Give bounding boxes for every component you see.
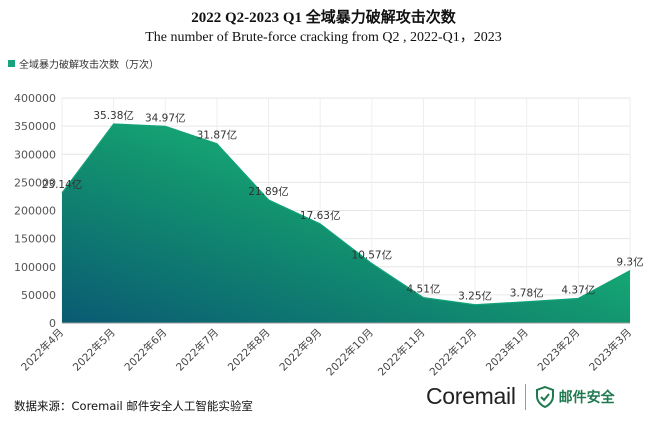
legend-label: 全域暴力破解攻击次数（万次） xyxy=(19,60,159,71)
data-label: 9.3亿 xyxy=(616,256,643,269)
chart-title: 2022 Q2-2023 Q1 全域暴力破解攻击次数 xyxy=(191,10,456,26)
x-tick-label: 2022年4月 xyxy=(18,326,66,374)
data-label: 4.37亿 xyxy=(561,283,595,296)
x-tick-label: 2022年12月 xyxy=(427,326,479,378)
x-tick-label: 2022年6月 xyxy=(122,326,170,374)
x-tick-label: 2022年5月 xyxy=(70,326,118,374)
series-line xyxy=(61,123,631,306)
x-tick-label: 2022年8月 xyxy=(225,326,273,374)
data-label: 3.78亿 xyxy=(510,287,544,300)
data-label: 35.38亿 xyxy=(93,109,134,122)
data-label: 17.63亿 xyxy=(300,209,341,222)
shield-icon xyxy=(535,385,554,408)
data-label: 31.87亿 xyxy=(197,129,238,142)
data-label: 34.97亿 xyxy=(145,111,186,124)
x-tick-label: 2023年2月 xyxy=(535,326,583,374)
y-tick-label: 150000 xyxy=(14,233,56,246)
x-tick-label: 2022年11月 xyxy=(375,326,427,378)
data-label: 21.89亿 xyxy=(248,185,289,198)
data-source-note: 数据来源：Coremail 邮件安全人工智能实验室 xyxy=(14,399,253,413)
area-fill xyxy=(62,123,630,323)
x-tick-label: 2023年3月 xyxy=(586,326,634,374)
y-tick-label: 100000 xyxy=(14,261,56,274)
chart-subtitle: The number of Brute-force cracking from … xyxy=(145,30,502,45)
brand-divider xyxy=(524,383,526,410)
brand-logo: Coremail 邮件安全 xyxy=(426,383,615,410)
y-tick-label: 50000 xyxy=(21,289,56,302)
x-tick-label: 2022年7月 xyxy=(173,326,221,374)
y-tick-label: 200000 xyxy=(14,205,56,218)
data-label: 3.25亿 xyxy=(458,290,492,303)
legend-swatch xyxy=(8,60,15,67)
data-label: 10.57亿 xyxy=(352,249,393,262)
y-tick-label: 400000 xyxy=(14,92,56,105)
brand-subtitle: 邮件安全 xyxy=(558,389,615,406)
y-tick-label: 0 xyxy=(49,317,56,330)
y-tick-label: 300000 xyxy=(14,148,56,161)
data-label: 23.14亿 xyxy=(42,178,83,191)
x-tick-label: 2022年9月 xyxy=(277,326,325,374)
chart-legend: 全域暴力破解攻击次数（万次） xyxy=(8,56,159,71)
y-tick-label: 250000 xyxy=(14,176,56,189)
data-label: 4.51亿 xyxy=(407,283,441,296)
y-tick-label: 350000 xyxy=(14,120,56,133)
x-tick-label: 2023年1月 xyxy=(483,326,531,374)
x-tick-label: 2022年10月 xyxy=(324,326,376,378)
brand-name: Coremail xyxy=(426,383,516,409)
